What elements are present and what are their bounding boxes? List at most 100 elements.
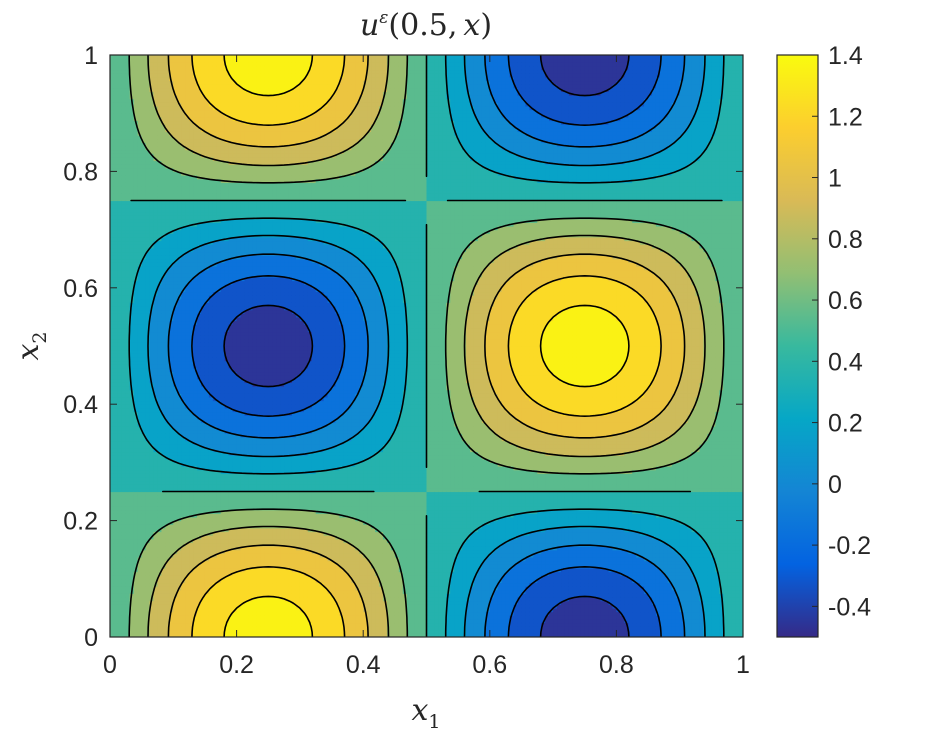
field-cell [126, 451, 131, 455]
field-cell [205, 84, 210, 88]
field-cell [110, 441, 115, 445]
field-cell [169, 484, 174, 488]
field-cell [142, 451, 147, 455]
field-cell [205, 146, 210, 150]
field-cell [185, 328, 190, 332]
field-cell [193, 186, 198, 190]
field-cell [205, 342, 210, 346]
field-cell [157, 106, 162, 110]
field-cell [154, 357, 159, 361]
field-cell [169, 473, 174, 477]
field-cell [185, 73, 190, 77]
field-cell [181, 368, 186, 372]
field-cell [189, 110, 194, 114]
field-cell [201, 481, 206, 485]
field-cell [134, 484, 139, 488]
field-cell [201, 99, 206, 103]
field-cell [181, 160, 186, 164]
field-cell [118, 277, 123, 281]
field-cell [118, 419, 123, 423]
field-cell [118, 324, 123, 328]
field-cell [157, 175, 162, 179]
field-cell [165, 106, 170, 110]
field-cell [165, 604, 170, 608]
field-cell [161, 350, 166, 354]
field-cell [193, 306, 198, 310]
field-cell [154, 386, 159, 390]
field-cell [130, 131, 135, 135]
field-cell [118, 331, 123, 335]
field-cell [201, 393, 206, 397]
field-cell [197, 328, 202, 332]
field-cell [165, 284, 170, 288]
field-cell [165, 462, 170, 466]
field-cell [177, 244, 182, 248]
field-cell [185, 277, 190, 281]
field-cell [169, 575, 174, 579]
field-cell [177, 237, 182, 241]
field-cell [197, 579, 202, 583]
field-cell [209, 477, 214, 481]
field-cell [138, 160, 143, 164]
field-cell [126, 284, 131, 288]
field-cell [165, 259, 170, 263]
field-cell [146, 113, 151, 117]
field-cell [130, 226, 135, 230]
field-cell [146, 310, 151, 314]
field-cell [142, 299, 147, 303]
field-cell [173, 470, 178, 474]
field-cell [114, 339, 119, 343]
field-cell [197, 368, 202, 372]
field-cell [201, 542, 206, 546]
field-cell [150, 422, 155, 426]
field-cell [161, 470, 166, 474]
field-cell [189, 521, 194, 525]
field-cell [146, 241, 151, 245]
field-cell [197, 211, 202, 215]
field-cell [114, 310, 119, 314]
field-cell [142, 190, 147, 194]
field-cell [161, 70, 166, 74]
field-cell [114, 66, 119, 70]
field-cell [150, 146, 155, 150]
field-cell [110, 273, 115, 277]
field-cell [197, 190, 202, 194]
field-cell [181, 208, 186, 212]
field-cell [161, 91, 166, 95]
field-cell [201, 502, 206, 506]
field-cell [146, 481, 151, 485]
field-cell [193, 208, 198, 212]
field-cell [177, 350, 182, 354]
field-cell [150, 426, 155, 430]
field-cell [126, 204, 131, 208]
field-cell [177, 368, 182, 372]
field-cell [185, 451, 190, 455]
field-cell [165, 590, 170, 594]
field-cell [142, 211, 147, 215]
field-cell [114, 561, 119, 565]
field-cell [126, 273, 131, 277]
chart-title: uε(0.5, x) [360, 8, 492, 43]
field-cell [138, 182, 143, 186]
field-cell [197, 73, 202, 77]
field-cell [110, 331, 115, 335]
field-cell [130, 266, 135, 270]
field-cell [205, 499, 210, 503]
field-cell [189, 371, 194, 375]
field-cell [181, 415, 186, 419]
field-cell [146, 451, 151, 455]
field-cell [154, 120, 159, 124]
field-cell [173, 626, 178, 630]
field-cell [134, 626, 139, 630]
field-cell [197, 437, 202, 441]
field-cell [126, 488, 131, 492]
field-cell [205, 626, 210, 630]
field-cell [138, 371, 143, 375]
field-cell [209, 597, 214, 601]
field-cell [130, 350, 135, 354]
field-cell [138, 619, 143, 623]
field-cell [177, 604, 182, 608]
field-cell [122, 411, 127, 415]
field-cell [150, 328, 155, 332]
field-cell [161, 204, 166, 208]
